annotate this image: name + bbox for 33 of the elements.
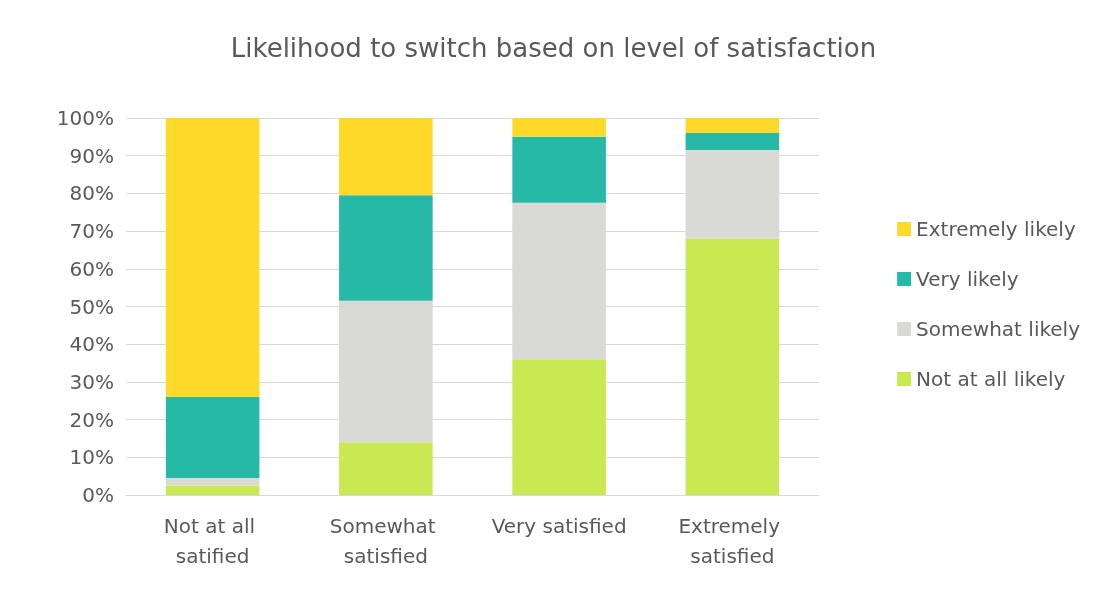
- legend-label: Very likely: [916, 267, 1019, 291]
- y-tick-label: 10%: [69, 445, 114, 470]
- x-tick-label: Very satisfied: [491, 514, 627, 538]
- legend-label: Somewhat likely: [916, 317, 1081, 341]
- bar: [165, 485, 260, 495]
- bar: [339, 195, 433, 301]
- chart-title: Likelihood to switch based on level of satisfaction: [230, 33, 877, 63]
- y-tick-label: 90%: [69, 143, 114, 168]
- y-tick-label: 30%: [69, 369, 114, 394]
- y-tick-label: 80%: [69, 181, 114, 206]
- bar: [165, 478, 260, 486]
- bar: [165, 396, 260, 479]
- y-tick-label: 40%: [69, 332, 114, 357]
- bar: [512, 359, 606, 495]
- y-tick-label: 0%: [82, 483, 114, 507]
- y-tick-label: 20%: [69, 407, 114, 432]
- bar: [512, 118, 606, 137]
- y-tick-label: 100%: [56, 106, 114, 130]
- bar: [339, 118, 433, 196]
- bar: [512, 136, 606, 203]
- bar: [685, 118, 780, 134]
- x-tick-label: Somewhat satisfied: [329, 514, 442, 568]
- legend-label: Not at all likely: [916, 367, 1066, 391]
- x-tick-label: Extremely satisfied: [678, 514, 787, 568]
- bar: [685, 238, 780, 495]
- y-tick-label: 60%: [69, 256, 114, 281]
- y-tick-label: 70%: [69, 219, 114, 244]
- y-tick-label: 50%: [69, 294, 114, 319]
- bar: [339, 442, 433, 495]
- bar: [165, 118, 260, 397]
- bar: [685, 133, 780, 151]
- x-tick-label: Not at all satified: [163, 514, 262, 568]
- legend-label: Extremely likely: [916, 217, 1076, 241]
